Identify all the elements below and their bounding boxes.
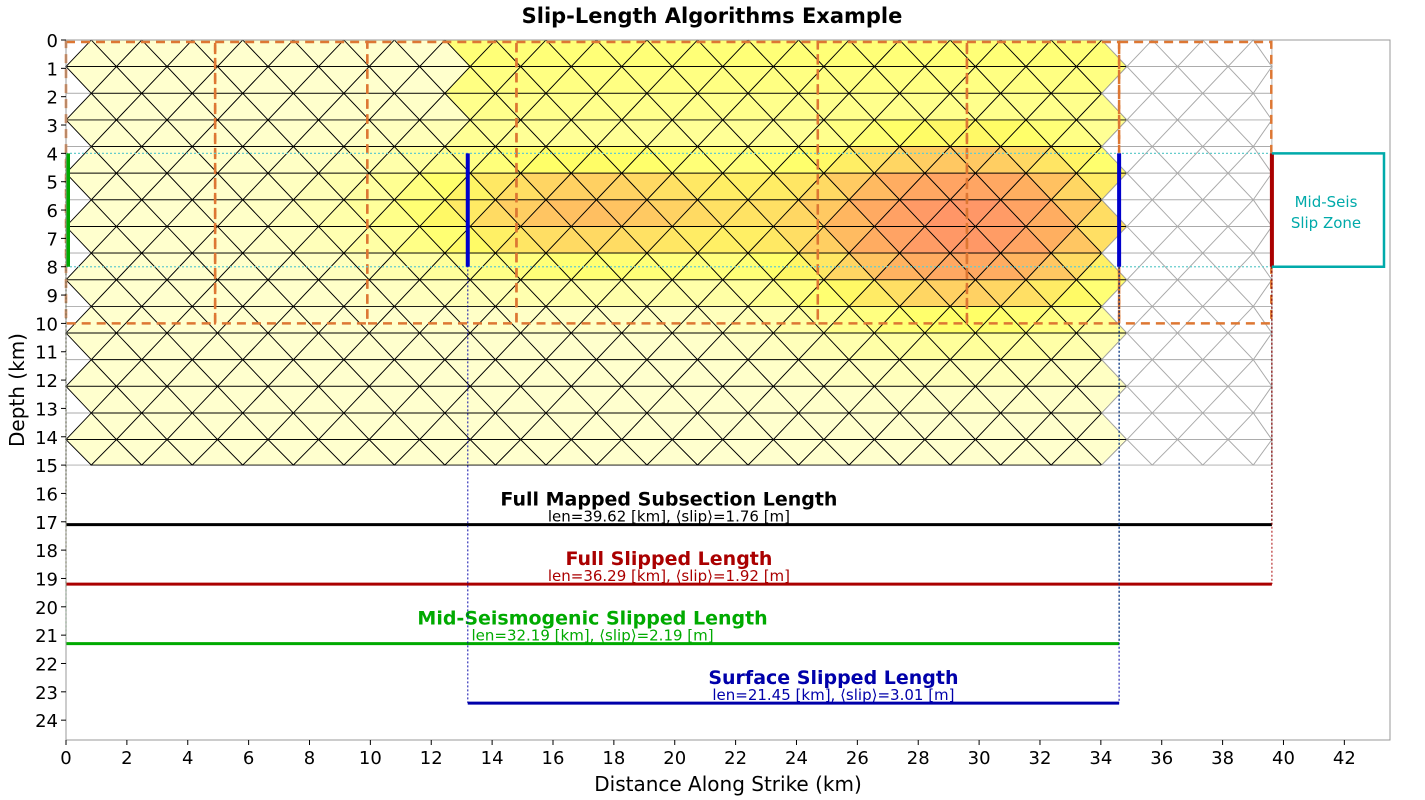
x-tick-label: 42: [1333, 748, 1356, 769]
y-tick-label: 5: [47, 173, 58, 194]
y-tick-label: 20: [35, 598, 58, 619]
x-tick-label: 26: [846, 748, 869, 769]
y-tick-label: 22: [35, 654, 58, 675]
y-tick-label: 21: [35, 626, 58, 647]
length-stats: len=36.29 [km], ⟨slip⟩=1.92 [m]: [548, 567, 790, 585]
fault-patches: [64, 39, 1273, 466]
mid-seis-slip-zone-annotation: Mid-Seis Slip Zone: [1271, 152, 1386, 268]
y-tick-label: 2: [47, 88, 58, 109]
y-tick-label: 12: [35, 371, 58, 392]
y-tick-label: 16: [35, 484, 58, 505]
y-tick-label: 4: [47, 144, 58, 165]
x-tick-label: 34: [1089, 748, 1112, 769]
x-tick-label: 18: [602, 748, 625, 769]
x-tick-label: 14: [481, 748, 504, 769]
x-tick-label: 36: [1150, 748, 1173, 769]
x-tick-label: 4: [182, 748, 193, 769]
y-axis-label: Depth (km): [5, 333, 29, 447]
x-tick-label: 22: [724, 748, 747, 769]
unslipped-patch: [1252, 359, 1273, 388]
y-tick-label: 6: [47, 201, 58, 222]
length-stats: len=32.19 [km], ⟨slip⟩=2.19 [m]: [471, 627, 713, 645]
y-tick-label: 13: [35, 399, 58, 420]
x-tick-label: 40: [1272, 748, 1295, 769]
x-tick-label: 12: [420, 748, 443, 769]
y-tick-label: 17: [35, 513, 58, 534]
y-tick-label: 15: [35, 456, 58, 477]
x-tick-label: 24: [785, 748, 808, 769]
plot-frame: [65, 39, 1391, 741]
length-stats: len=21.45 [km], ⟨slip⟩=3.01 [m]: [712, 686, 954, 704]
x-tick-label: 32: [1029, 748, 1052, 769]
x-tick-label: 6: [243, 748, 254, 769]
y-tick-label: 24: [35, 711, 58, 732]
chart-title: Slip-Length Algorithms Example: [522, 4, 903, 28]
x-tick-label: 16: [542, 748, 565, 769]
y-tick-label: 9: [47, 286, 58, 307]
length-name: Mid-Seismogenic Slipped Length: [417, 608, 767, 630]
x-tick-label: 2: [121, 748, 132, 769]
axes: 0 2 4 6 8 10 12 14 16 18 20 22 24 26 28 30 32 34 36 38 40 420…: [35, 31, 1356, 769]
x-tick-label: 10: [359, 748, 382, 769]
length-stats: len=39.62 [km], ⟨slip⟩=1.76 [m]: [548, 508, 790, 526]
x-tick-label: 0: [60, 748, 71, 769]
y-tick-label: 0: [47, 31, 58, 52]
zone-label: Mid-Seis: [1295, 193, 1358, 211]
length-name: Full Slipped Length: [565, 548, 772, 570]
y-tick-label: 23: [35, 683, 58, 704]
x-tick-label: 38: [1211, 748, 1234, 769]
zone-bracket: [1271, 152, 1386, 268]
y-tick-label: 8: [47, 258, 58, 279]
zone-label: Slip Zone: [1291, 214, 1361, 232]
y-tick-label: 14: [35, 428, 58, 449]
y-tick-label: 18: [35, 541, 58, 562]
y-tick-label: 1: [47, 59, 58, 80]
x-tick-label: 20: [663, 748, 686, 769]
y-tick-label: 11: [35, 343, 58, 364]
length-name: Full Mapped Subsection Length: [500, 489, 837, 511]
y-tick-label: 7: [47, 229, 58, 250]
length-name: Surface Slipped Length: [708, 667, 958, 689]
x-axis-label: Distance Along Strike (km): [594, 772, 862, 796]
y-tick-label: 10: [35, 314, 58, 335]
x-tick-label: 8: [304, 748, 315, 769]
y-tick-label: 19: [35, 569, 58, 590]
y-tick-label: 3: [47, 116, 58, 137]
x-tick-label: 28: [907, 748, 930, 769]
unslipped-patch: [1252, 412, 1273, 442]
x-tick-label: 30: [968, 748, 991, 769]
